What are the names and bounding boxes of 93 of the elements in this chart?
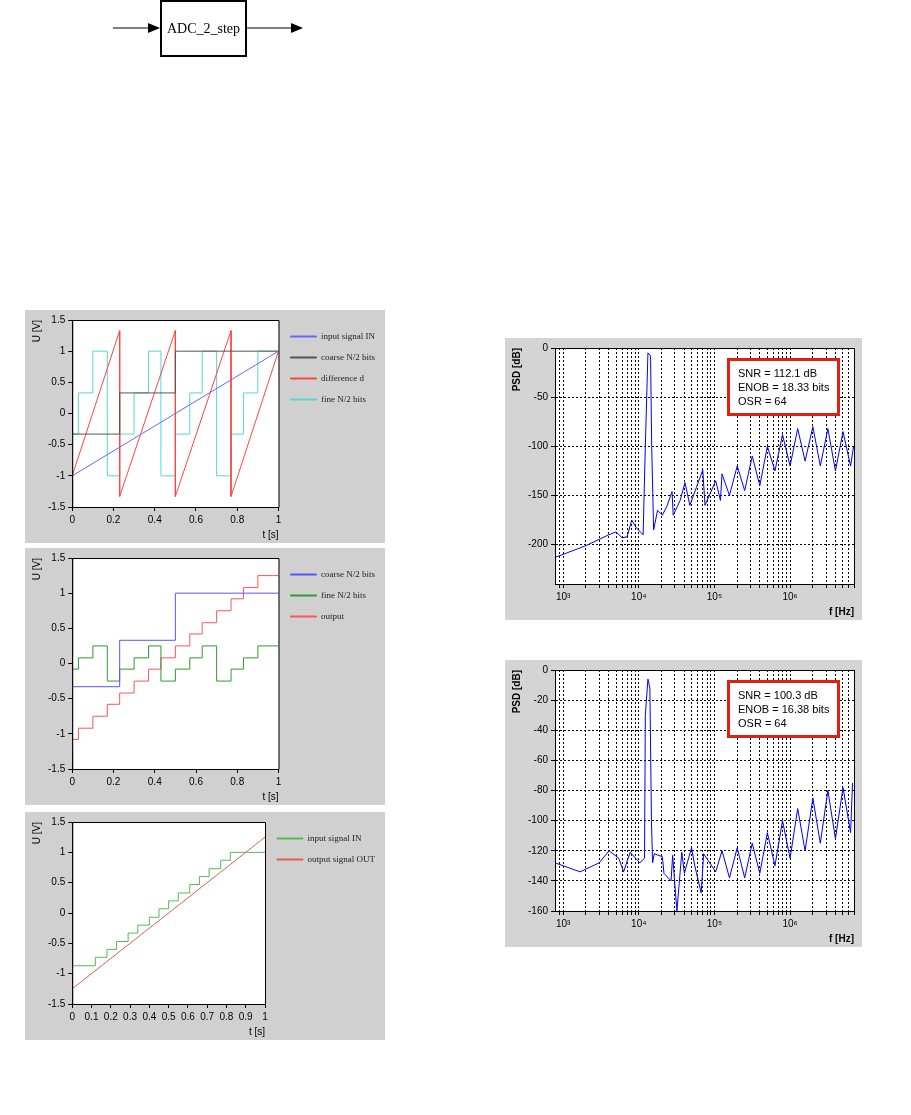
y-tick-label: 0 bbox=[542, 341, 549, 353]
annotation: ENOB = 16.38 bits bbox=[738, 702, 830, 716]
x-tick-label: 0.5 bbox=[161, 1010, 176, 1022]
y-tick-label: 1 bbox=[59, 846, 66, 858]
y-tick-label: 0 bbox=[59, 657, 66, 669]
x-tick-label: 0.6 bbox=[189, 775, 204, 787]
y-tick-label: 0.5 bbox=[51, 376, 66, 388]
x-tick-label: 10⁴ bbox=[631, 917, 647, 929]
annotation: OSR = 64 bbox=[738, 394, 788, 408]
annotation: SNR = 100.3 dB bbox=[738, 688, 819, 702]
annotation: ENOB = 18.33 bits bbox=[738, 380, 830, 394]
y-tick-label: -40 bbox=[533, 724, 549, 735]
x-axis-title: f [Hz] bbox=[829, 605, 854, 617]
y-tick-label: -1 bbox=[56, 727, 66, 739]
x-tick-label: 0.9 bbox=[238, 1010, 254, 1022]
y-axis-title: U [V] bbox=[30, 821, 42, 845]
y-tick-label: -1.5 bbox=[48, 762, 66, 774]
x-tick-label: 0.7 bbox=[200, 1010, 215, 1022]
y-tick-label: -1 bbox=[56, 967, 66, 979]
x-tick-label: 1 bbox=[275, 775, 282, 787]
x-tick-label: 10⁴ bbox=[631, 590, 647, 602]
x-axis-title: t [s] bbox=[248, 1025, 266, 1037]
legend-label: coarse N/2 bits bbox=[321, 351, 376, 362]
y-tick-label: 0.5 bbox=[51, 876, 66, 888]
x-tick-label: 0.6 bbox=[189, 513, 204, 525]
x-tick-label: 1 bbox=[275, 513, 282, 525]
y-axis-title: U [V] bbox=[30, 557, 42, 581]
y-tick-label: 1.5 bbox=[51, 313, 66, 325]
x-tick-label: 0.1 bbox=[84, 1010, 99, 1022]
y-tick-label: -0.5 bbox=[48, 937, 66, 949]
y-tick-label: -60 bbox=[533, 754, 549, 766]
y-tick-label: -1 bbox=[56, 469, 66, 481]
y-axis-title: U [V] bbox=[30, 319, 42, 343]
y-tick-label: 1.5 bbox=[51, 815, 66, 827]
x-tick-label: 1 bbox=[262, 1010, 269, 1022]
legend-label: output signal OUT bbox=[307, 853, 376, 864]
y-tick-label: -20 bbox=[533, 693, 549, 705]
legend-label: fine N/2 bits bbox=[321, 393, 367, 404]
x-tick-label: 0 bbox=[69, 513, 76, 525]
x-tick-label: 10⁶ bbox=[782, 590, 798, 602]
y-axis-title: PSD [dB] bbox=[510, 670, 522, 714]
x-tick-label: 0.4 bbox=[147, 513, 163, 525]
y-tick-label: -100 bbox=[528, 814, 549, 826]
annotation: SNR = 112.1 dB bbox=[738, 366, 818, 380]
y-tick-label: -100 bbox=[528, 440, 549, 452]
x-tick-label: 0.2 bbox=[106, 775, 121, 787]
y-tick-label: -200 bbox=[528, 538, 549, 550]
x-tick-label: 0.3 bbox=[123, 1010, 138, 1022]
x-tick-label: 10⁵ bbox=[706, 917, 723, 929]
x-axis-title: t [s] bbox=[262, 528, 279, 540]
y-tick-label: 0 bbox=[59, 407, 66, 419]
text: ADC_2_step bbox=[166, 20, 241, 37]
x-tick-label: 0.8 bbox=[230, 775, 245, 787]
y-tick-label: -0.5 bbox=[48, 438, 66, 450]
legend-label: coarse N/2 bits bbox=[321, 568, 376, 579]
y-tick-label: 1 bbox=[59, 344, 66, 356]
x-tick-label: 10³ bbox=[555, 590, 572, 602]
legend-label: input signal IN bbox=[321, 330, 376, 341]
x-tick-label: 0 bbox=[69, 1010, 76, 1022]
y-tick-label: -120 bbox=[528, 844, 549, 856]
y-tick-label: -140 bbox=[528, 874, 549, 886]
x-axis-title: t [s] bbox=[262, 790, 279, 802]
y-tick-label: -1.5 bbox=[48, 500, 66, 512]
legend-label: fine N/2 bits bbox=[321, 589, 367, 600]
y-tick-label: -160 bbox=[528, 904, 549, 916]
y-tick-label: 1.5 bbox=[51, 551, 66, 563]
y-tick-label: -0.5 bbox=[48, 692, 66, 704]
annotation: OSR = 64 bbox=[738, 716, 788, 730]
text-box: SNR = 100.3 dB ENOB = 16.38 bits OSR = 64 bbox=[727, 680, 841, 738]
y-tick-label: -50 bbox=[533, 390, 549, 402]
y-tick-label: 0.5 bbox=[51, 622, 66, 634]
x-tick-label: 0.8 bbox=[219, 1010, 234, 1022]
x-tick-label: 10³ bbox=[555, 917, 572, 929]
legend-label: input signal IN bbox=[307, 832, 362, 843]
y-tick-label: -1.5 bbox=[48, 997, 66, 1009]
legend-label: difference d bbox=[321, 372, 365, 383]
x-tick-label: 0.6 bbox=[180, 1010, 196, 1022]
x-tick-label: 10⁵ bbox=[706, 590, 723, 602]
x-tick-label: 10⁶ bbox=[782, 917, 798, 929]
x-axis-title: f [Hz] bbox=[829, 932, 854, 944]
text-box: SNR = 112.1 dB ENOB = 18.33 bits OSR = 64 bbox=[727, 358, 841, 416]
x-tick-label: 0.2 bbox=[103, 1010, 119, 1022]
x-tick-label: 0.4 bbox=[142, 1010, 157, 1022]
x-tick-label: 0.4 bbox=[147, 775, 163, 787]
y-tick-label: 0 bbox=[542, 663, 549, 675]
y-axis-title: PSD [dB] bbox=[510, 348, 522, 392]
y-tick-label: -80 bbox=[533, 784, 549, 796]
x-tick-label: 0 bbox=[69, 775, 76, 787]
y-tick-label: -150 bbox=[528, 489, 549, 501]
legend-label: output bbox=[321, 610, 345, 621]
x-tick-label: 0.8 bbox=[230, 513, 245, 525]
x-tick-label: 0.2 bbox=[106, 513, 121, 525]
y-tick-label: 0 bbox=[59, 906, 66, 918]
